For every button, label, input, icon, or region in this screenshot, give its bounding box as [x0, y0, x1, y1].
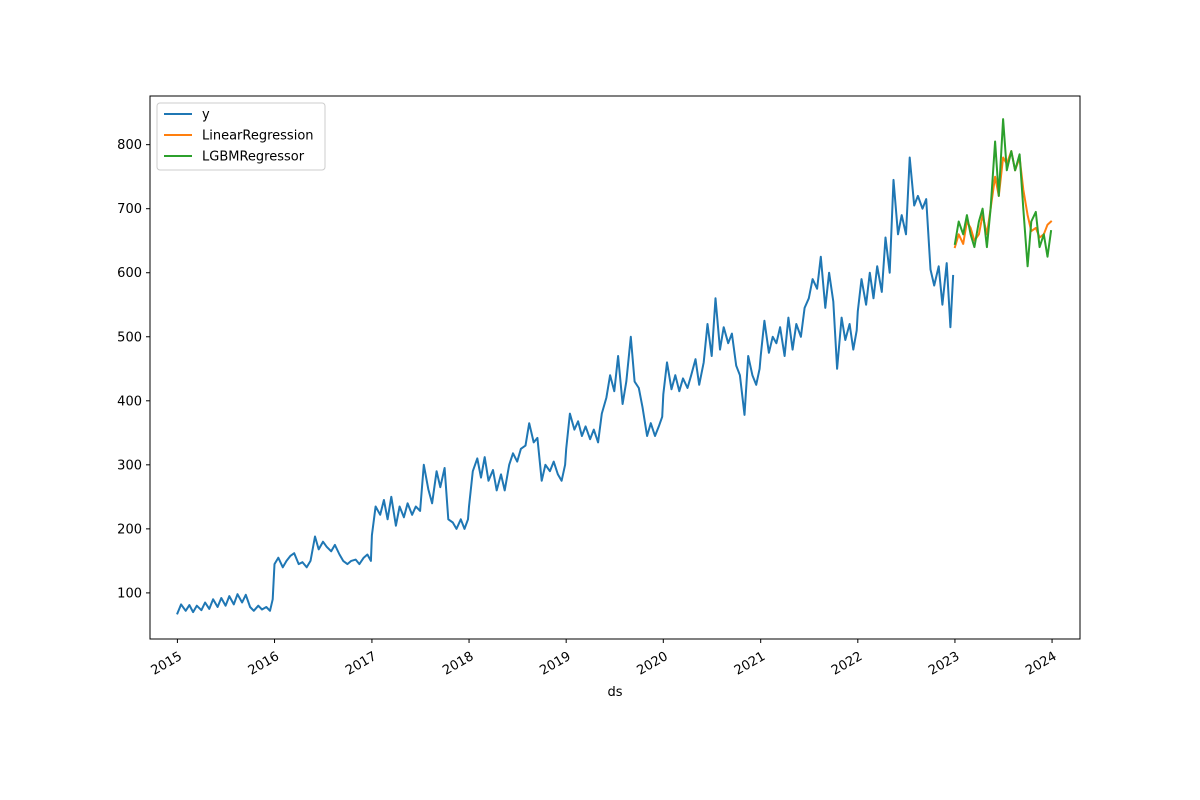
legend-label-0: y — [202, 108, 210, 123]
y-tick-label: 800 — [117, 138, 142, 153]
legend-box — [156, 102, 326, 171]
legend-label-2: LGBMRegressor — [202, 150, 305, 165]
y-tick-label: 200 — [117, 522, 142, 537]
y-tick-label: 500 — [117, 330, 142, 345]
y-tick-label: 600 — [117, 266, 142, 281]
y-tick-label: 100 — [117, 586, 142, 601]
y-tick-label: 400 — [117, 394, 142, 409]
series-layer — [176, 118, 1053, 615]
plot-area-frame — [149, 95, 1081, 640]
x-axis-label: ds — [607, 685, 622, 700]
series-line-1 — [953, 150, 1053, 249]
series-line-0 — [176, 156, 955, 615]
series-line-2 — [953, 118, 1053, 268]
y-axis: 100 200 300 400 500 600 700 800 — [117, 138, 150, 601]
legend-label-1: LinearRegression — [202, 129, 314, 144]
y-tick-label: 300 — [117, 458, 142, 473]
legend: y LinearRegression LGBMRegressor — [156, 102, 326, 171]
y-tick-label: 700 — [117, 202, 142, 217]
